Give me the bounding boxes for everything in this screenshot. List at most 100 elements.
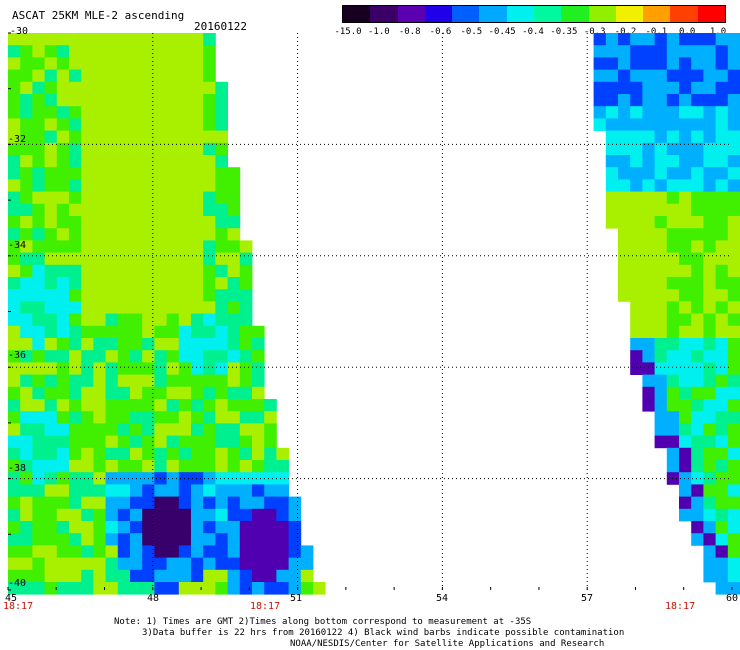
- wind-cell: [178, 167, 192, 180]
- wind-cell: [679, 179, 692, 192]
- wind-cell: [239, 521, 253, 534]
- wind-cell: [727, 362, 740, 375]
- wind-cell: [154, 240, 167, 253]
- wind-cell: [130, 399, 143, 412]
- wind-cell: [203, 338, 216, 351]
- wind-cell: [81, 399, 94, 412]
- wind-cell: [703, 252, 716, 266]
- wind-cell: [203, 264, 216, 278]
- wind-cell: [8, 460, 21, 473]
- wind-cell: [20, 545, 33, 558]
- wind-cell: [56, 545, 70, 558]
- wind-cell: [215, 472, 228, 485]
- wind-cell: [154, 252, 167, 266]
- wind-cell: [727, 325, 740, 339]
- wind-cell: [178, 216, 192, 229]
- wind-cell: [154, 33, 167, 46]
- wind-cell: [642, 94, 655, 107]
- wind-cell: [166, 350, 180, 363]
- wind-cell: [56, 460, 70, 473]
- wind-cell: [191, 240, 204, 253]
- wind-cell: [105, 179, 119, 192]
- wind-cell: [642, 167, 655, 180]
- wind-cell: [8, 533, 21, 546]
- wind-cell: [178, 496, 192, 510]
- wind-cell: [93, 130, 106, 144]
- wind-cell: [105, 252, 119, 266]
- wind-cell: [69, 240, 82, 253]
- wind-cell: [93, 374, 106, 388]
- wind-cell: [227, 350, 241, 363]
- wind-cell: [81, 203, 94, 217]
- wind-cell: [130, 508, 143, 522]
- wind-cell: [191, 277, 204, 290]
- wind-cell: [227, 435, 241, 449]
- wind-cell: [264, 508, 277, 522]
- wind-cell: [93, 508, 106, 522]
- wind-cell: [130, 106, 143, 119]
- wind-cell: [69, 179, 82, 192]
- wind-cell: [642, 289, 655, 302]
- wind-cell: [239, 557, 253, 571]
- wind-cell: [191, 545, 204, 558]
- wind-cell: [105, 45, 119, 58]
- wind-cell: [715, 142, 729, 156]
- wind-cell: [20, 94, 33, 107]
- wind-cell: [166, 191, 180, 205]
- wind-cell: [654, 155, 668, 168]
- wind-cell: [130, 435, 143, 449]
- wind-cell: [630, 106, 643, 119]
- wind-cell: [727, 57, 740, 70]
- wind-cell: [679, 118, 692, 131]
- wind-cell: [618, 130, 631, 144]
- wind-cell: [191, 350, 204, 363]
- wind-cell: [81, 496, 94, 510]
- wind-cell: [105, 130, 119, 144]
- wind-cell: [93, 81, 106, 95]
- wind-cell: [715, 69, 729, 83]
- wind-cell: [703, 228, 716, 241]
- wind-cell: [691, 423, 704, 436]
- wind-cell: [178, 191, 192, 205]
- wind-cell: [105, 277, 119, 290]
- wind-cell: [215, 338, 228, 351]
- wind-cell: [56, 521, 70, 534]
- wind-cell: [642, 33, 655, 46]
- wind-cell: [117, 203, 131, 217]
- wind-cell: [679, 264, 692, 278]
- wind-cell: [227, 569, 241, 583]
- wind-cell: [618, 252, 631, 266]
- wind-cell: [69, 313, 82, 327]
- wind-cell: [69, 130, 82, 144]
- wind-cell: [239, 533, 253, 546]
- wind-cell: [642, 386, 655, 400]
- wind-cell: [727, 399, 740, 412]
- wind-cell: [44, 569, 58, 583]
- colorbar: [342, 5, 726, 23]
- wind-cell: [703, 484, 716, 497]
- wind-cell: [679, 142, 692, 156]
- wind-cell: [703, 374, 716, 388]
- wind-cell: [691, 399, 704, 412]
- wind-cell: [166, 69, 180, 83]
- wind-cell: [605, 179, 619, 192]
- wind-cell: [654, 203, 668, 217]
- wind-cell: [691, 313, 704, 327]
- wind-cell: [227, 240, 241, 253]
- wind-cell: [154, 191, 167, 205]
- wind-cell: [142, 69, 155, 83]
- wind-cell: [81, 569, 94, 583]
- wind-cell: [32, 33, 45, 46]
- wind-cell: [618, 289, 631, 302]
- wind-cell: [166, 557, 180, 571]
- wind-cell: [666, 155, 680, 168]
- wind-cell: [605, 81, 619, 95]
- wind-cell: [666, 94, 680, 107]
- wind-cell: [727, 130, 740, 144]
- wind-cell: [44, 33, 58, 46]
- wind-cell: [630, 118, 643, 131]
- wind-cell: [215, 130, 228, 144]
- wind-cell: [666, 325, 680, 339]
- wind-cell: [191, 301, 204, 314]
- wind-cell: [191, 423, 204, 436]
